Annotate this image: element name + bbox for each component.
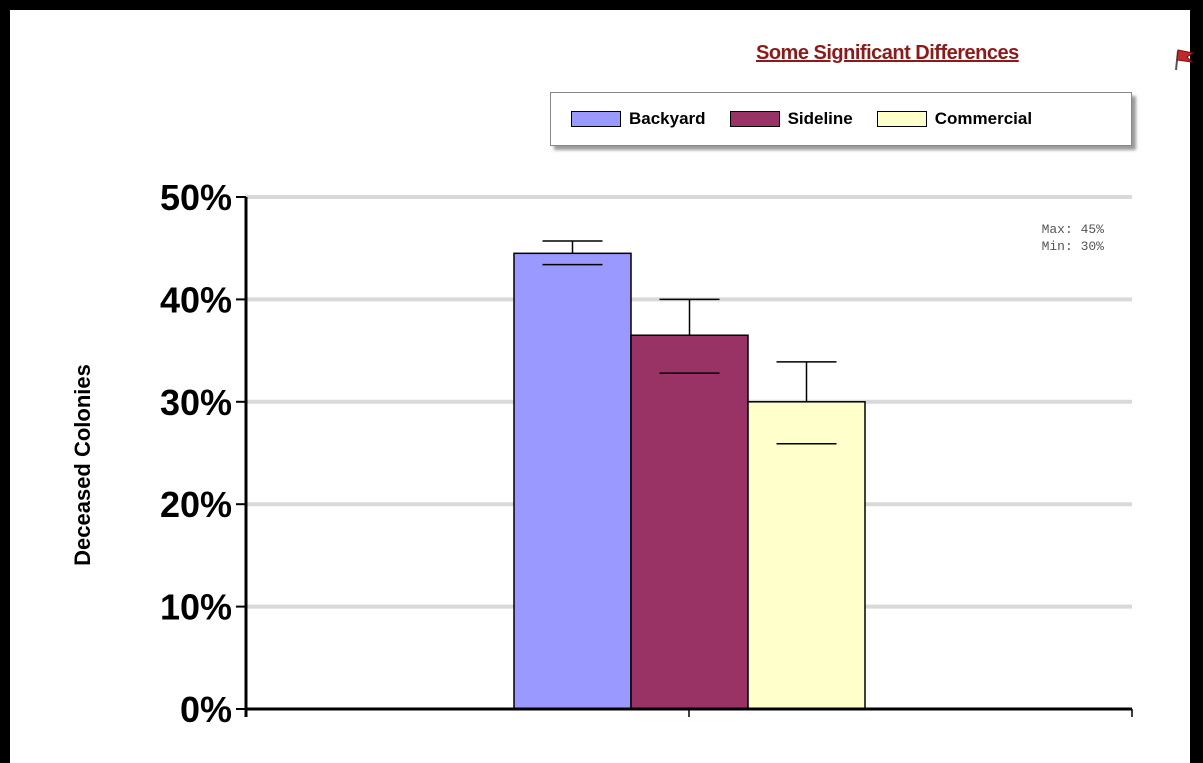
legend-item-commercial[interactable]: Commercial xyxy=(876,109,1033,129)
y-tick-label: 10% xyxy=(160,587,232,628)
chart-legend: Backyard Sideline Commercial xyxy=(550,92,1132,146)
legend-label-sideline: Sideline xyxy=(787,109,853,128)
bar-backyard xyxy=(513,252,632,710)
y-axis-label: Deceased Colonies xyxy=(70,364,95,566)
min-annotation: Min: 30% xyxy=(1042,239,1105,254)
significant-differences-link[interactable]: Some Significant Differences xyxy=(756,42,1019,64)
bar-sideline xyxy=(630,334,749,710)
bar-chart: 0% 10% 20% 30% 40% 50% Deceased Colonies Max:… xyxy=(70,177,1133,730)
red-flag-icon[interactable] xyxy=(1173,47,1195,71)
legend-swatch-backyard xyxy=(571,111,621,127)
y-tick-label: 40% xyxy=(160,279,232,320)
y-tick-label: 50% xyxy=(160,177,232,218)
legend-swatch-commercial xyxy=(876,111,927,127)
legend-label-backyard: Backyard xyxy=(629,109,706,128)
bar-commercial xyxy=(747,401,866,710)
chart-panel: 0% 10% 20% 30% 40% 50% Deceased Colonies Max:… xyxy=(10,10,1195,763)
y-tick-label: 0% xyxy=(180,689,232,730)
y-tick-label: 30% xyxy=(160,382,232,423)
y-tick-label: 20% xyxy=(160,484,232,525)
legend-swatch-sideline xyxy=(729,111,780,127)
legend-item-sideline[interactable]: Sideline xyxy=(729,109,853,129)
legend-item-backyard[interactable]: Backyard xyxy=(571,109,706,129)
max-annotation: Max: 45% xyxy=(1042,222,1105,237)
legend-label-commercial: Commercial xyxy=(934,109,1033,128)
